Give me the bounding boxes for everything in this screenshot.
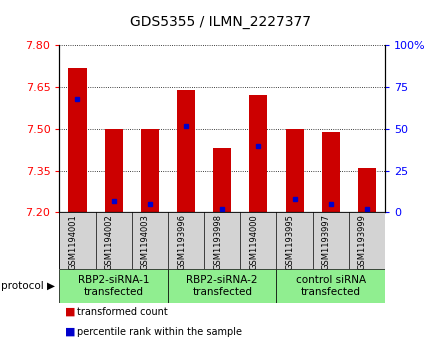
Text: transformed count: transformed count xyxy=(77,307,168,317)
Bar xyxy=(105,129,123,212)
Bar xyxy=(213,148,231,212)
Bar xyxy=(168,269,276,303)
Text: RBP2-siRNA-1
transfected: RBP2-siRNA-1 transfected xyxy=(78,275,150,297)
Text: GSM1193999: GSM1193999 xyxy=(358,214,367,270)
Text: ■: ■ xyxy=(65,327,76,337)
Text: control siRNA
transfected: control siRNA transfected xyxy=(296,275,366,297)
Text: GSM1193995: GSM1193995 xyxy=(286,214,294,270)
Text: RBP2-siRNA-2
transfected: RBP2-siRNA-2 transfected xyxy=(187,275,258,297)
Text: percentile rank within the sample: percentile rank within the sample xyxy=(77,327,242,337)
Text: GSM1193998: GSM1193998 xyxy=(213,214,222,270)
Text: GSM1193996: GSM1193996 xyxy=(177,214,186,270)
Text: GDS5355 / ILMN_2227377: GDS5355 / ILMN_2227377 xyxy=(129,15,311,29)
Bar xyxy=(358,168,376,212)
Bar xyxy=(249,95,268,212)
Text: ■: ■ xyxy=(65,307,76,317)
Bar xyxy=(69,68,87,212)
Text: GSM1193997: GSM1193997 xyxy=(322,214,331,270)
Bar xyxy=(276,269,385,303)
Bar xyxy=(322,132,340,212)
Bar xyxy=(141,129,159,212)
Bar xyxy=(59,269,168,303)
Text: GSM1194003: GSM1194003 xyxy=(141,214,150,270)
Bar xyxy=(177,90,195,212)
Text: GSM1194002: GSM1194002 xyxy=(105,214,114,270)
Text: protocol ▶: protocol ▶ xyxy=(1,281,55,291)
Text: GSM1194000: GSM1194000 xyxy=(249,214,258,270)
Text: GSM1194001: GSM1194001 xyxy=(69,214,77,270)
Bar xyxy=(286,129,304,212)
